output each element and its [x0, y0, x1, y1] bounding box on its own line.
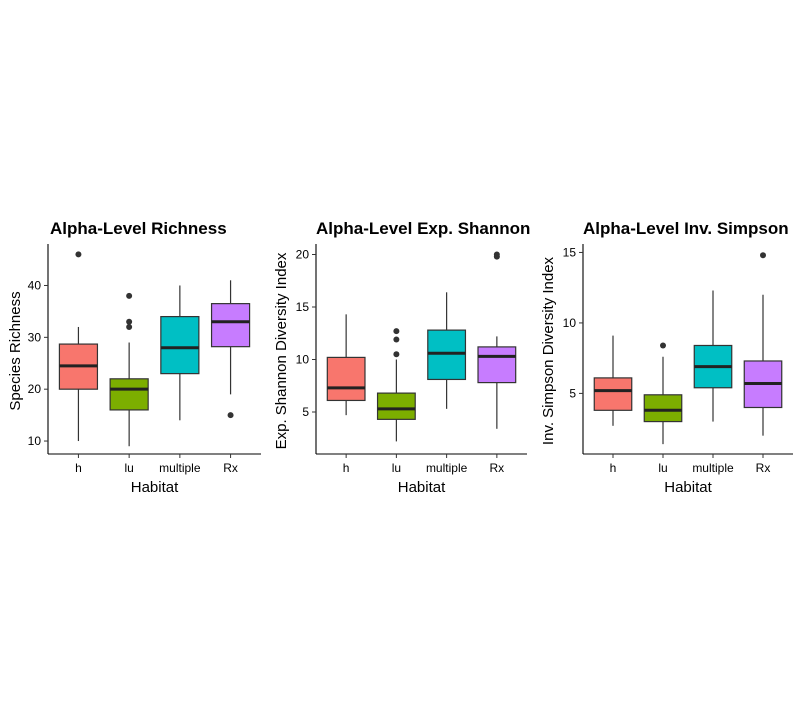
outlier-point — [126, 323, 133, 330]
panel-title: Alpha-Level Richness — [50, 219, 227, 238]
outlier-point — [760, 252, 766, 259]
y-axis-label: Species Richness — [7, 291, 24, 410]
y-tick-label: 5 — [302, 405, 309, 419]
box-body — [109, 378, 149, 411]
box-body — [160, 315, 200, 375]
x-tick-label: lu — [392, 461, 401, 475]
box-body — [427, 329, 467, 381]
y-tick-label: 10 — [296, 353, 310, 367]
x-tick-label: lu — [124, 461, 133, 475]
y-tick-label: 5 — [569, 386, 576, 400]
box-body — [210, 303, 251, 348]
outlier-point — [660, 342, 666, 349]
x-tick-label: h — [610, 461, 617, 475]
panel-1: Alpha-Level Richness 10 20 30 40 h lu multiple R… — [7, 219, 261, 496]
panel-title: Alpha-Level Inv. Simpson — [583, 219, 789, 238]
x-tick-label: lu — [658, 461, 667, 475]
box-body — [593, 377, 633, 411]
box-lu — [376, 328, 416, 442]
y-tick-label: 15 — [296, 300, 310, 314]
box-body — [326, 356, 366, 402]
y-tick-label: 20 — [296, 248, 310, 262]
panel-title: Alpha-Level Exp. Shannon — [316, 219, 530, 238]
y-axis-label: Inv. Simpson Diversity Index — [540, 256, 557, 445]
y-tick-label: 30 — [28, 330, 42, 344]
box-h — [326, 314, 366, 416]
panel-3: Alpha-Level Inv. Simpson 5 10 15 h lu multiple… — [540, 219, 793, 496]
box-body — [477, 346, 517, 384]
y-tick-label: 20 — [28, 382, 42, 396]
box-h — [58, 251, 99, 442]
y-tick-label: 10 — [28, 434, 42, 448]
outlier-point — [493, 251, 500, 258]
x-tick-label: multiple — [159, 461, 201, 475]
outlier-point — [126, 292, 133, 299]
outlier-point — [227, 412, 234, 419]
x-axis-label: Habitat — [131, 479, 179, 496]
outlier-point — [126, 318, 133, 325]
box-multiple — [427, 292, 467, 409]
y-tick-label: 10 — [563, 316, 577, 330]
x-tick-label: h — [75, 461, 82, 475]
box-h — [593, 335, 633, 426]
x-axis-label: Habitat — [664, 479, 712, 496]
x-tick-label: h — [343, 461, 350, 475]
outlier-point — [393, 351, 400, 358]
box-body — [643, 394, 683, 423]
panel-2: Alpha-Level Exp. Shannon 5 10 15 20 h lu multip… — [273, 219, 530, 496]
box-Rx — [477, 251, 517, 429]
box-Rx — [743, 252, 783, 436]
box-lu — [643, 342, 683, 445]
x-tick-label: multiple — [692, 461, 734, 475]
box-Rx — [210, 280, 251, 419]
box-multiple — [693, 290, 733, 422]
box-multiple — [160, 285, 200, 421]
box-body — [376, 392, 416, 420]
x-tick-label: Rx — [756, 461, 771, 475]
y-axis-label: Exp. Shannon Diversity Index — [273, 252, 290, 449]
box-lu — [109, 292, 149, 447]
x-axis-label: Habitat — [398, 479, 446, 496]
y-tick-label: 15 — [563, 245, 577, 259]
outlier-point — [393, 328, 400, 335]
x-tick-label: Rx — [490, 461, 505, 475]
y-tick-label: 40 — [28, 278, 42, 292]
outlier-point — [393, 336, 400, 343]
x-tick-label: multiple — [426, 461, 468, 475]
x-tick-label: Rx — [223, 461, 238, 475]
outlier-point — [75, 251, 82, 258]
